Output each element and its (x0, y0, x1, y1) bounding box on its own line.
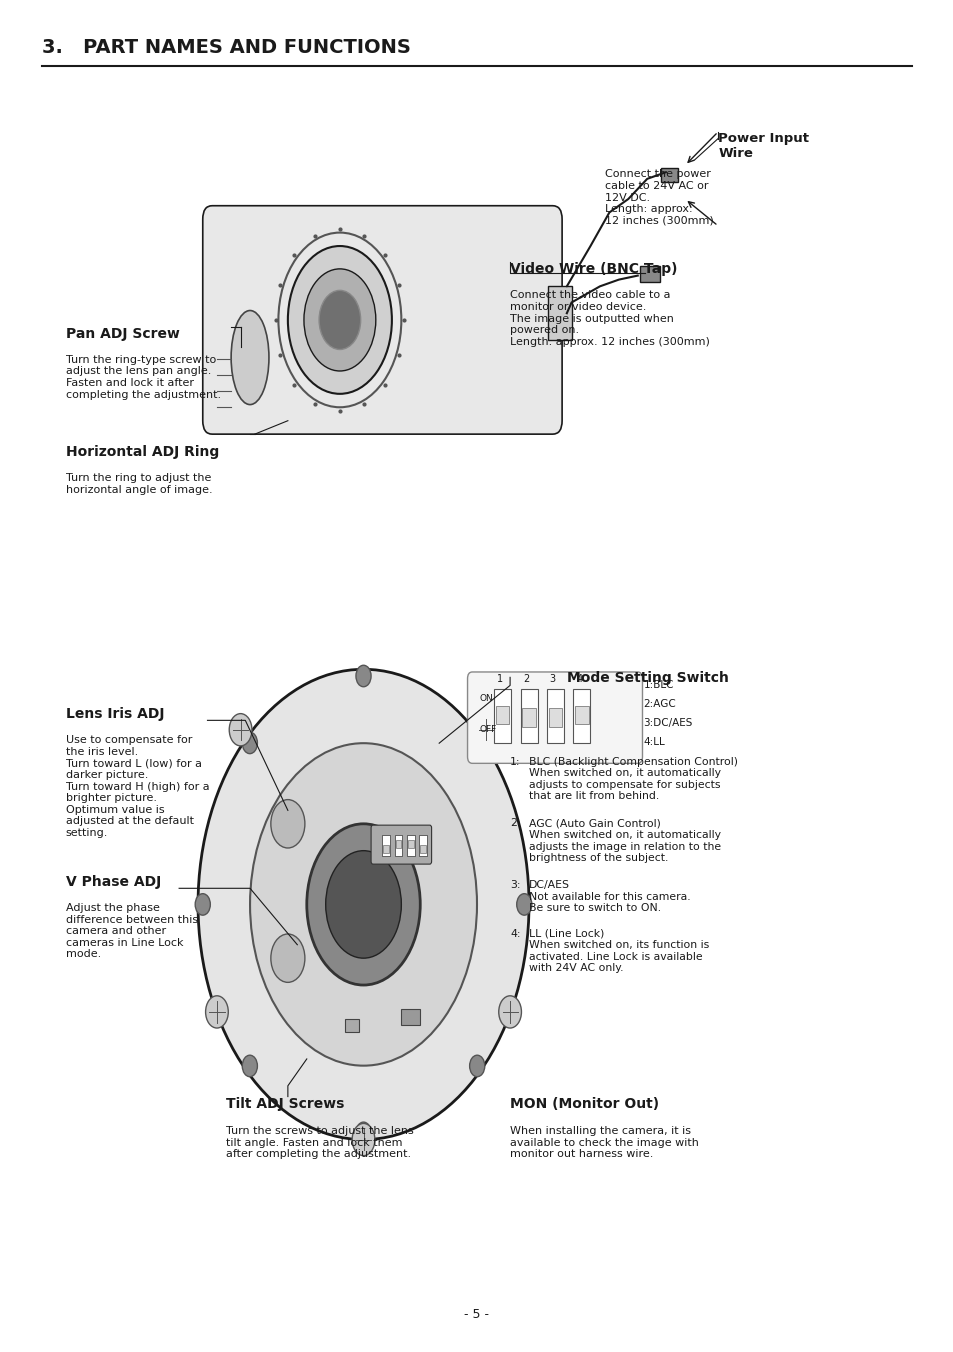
Circle shape (325, 850, 401, 959)
Circle shape (498, 996, 521, 1028)
Bar (575, 706, 588, 725)
Circle shape (318, 291, 360, 349)
Text: 3.   PART NAMES AND FUNCTIONS: 3. PART NAMES AND FUNCTIONS (42, 38, 411, 57)
Text: - 5 -: - 5 - (464, 1307, 489, 1321)
Text: Mode Setting Switch: Mode Setting Switch (566, 671, 728, 684)
Bar (573, 690, 590, 744)
Bar (420, 845, 425, 853)
Circle shape (355, 665, 371, 687)
Bar (419, 834, 426, 856)
Text: Turn the ring to adjust the
horizontal angle of image.: Turn the ring to adjust the horizontal a… (66, 473, 212, 495)
Text: Power Input
Wire: Power Input Wire (718, 131, 808, 160)
Bar (639, 266, 659, 283)
Bar (344, 1018, 358, 1032)
Text: 2:AGC: 2:AGC (642, 699, 676, 710)
Text: 2:: 2: (510, 818, 520, 829)
Circle shape (250, 744, 476, 1065)
Circle shape (198, 669, 529, 1140)
Circle shape (355, 1122, 371, 1144)
Text: 1:: 1: (510, 757, 520, 767)
Text: 4:: 4: (510, 929, 520, 938)
Bar (520, 690, 537, 744)
Circle shape (206, 996, 228, 1028)
Text: 1: 1 (497, 675, 502, 684)
Circle shape (307, 823, 420, 986)
Circle shape (352, 1124, 375, 1156)
Text: MON (Monitor Out): MON (Monitor Out) (510, 1096, 659, 1110)
Text: 3:DC/AES: 3:DC/AES (642, 718, 692, 727)
Bar (395, 834, 402, 856)
Ellipse shape (231, 311, 269, 404)
Bar (395, 840, 401, 848)
Text: 4: 4 (576, 675, 581, 684)
Circle shape (475, 714, 497, 746)
Text: 1:BLC: 1:BLC (642, 680, 673, 691)
Bar (660, 168, 678, 181)
FancyBboxPatch shape (203, 206, 561, 434)
Text: 3:: 3: (510, 880, 520, 890)
Bar (382, 834, 390, 856)
Circle shape (271, 799, 305, 848)
Text: V Phase ADJ: V Phase ADJ (66, 875, 161, 888)
Text: Pan ADJ Screw: Pan ADJ Screw (66, 327, 179, 341)
Circle shape (195, 894, 210, 915)
Circle shape (469, 733, 484, 753)
Circle shape (304, 269, 375, 370)
Text: DC/AES
Not available for this camera.
Be sure to switch to ON.: DC/AES Not available for this camera. Be… (529, 880, 690, 914)
Text: 3: 3 (549, 675, 556, 684)
Text: Adjust the phase
difference between this
camera and other
cameras in Line Lock
m: Adjust the phase difference between this… (66, 903, 197, 960)
Text: LL (Line Lock)
When switched on, its function is
activated. Line Lock is availab: LL (Line Lock) When switched on, its fun… (529, 929, 708, 973)
Text: Connect the power
cable to 24V AC or
12V DC.
Length: approx.
12 inches (300mm): Connect the power cable to 24V AC or 12V… (604, 169, 713, 226)
Circle shape (469, 1055, 484, 1076)
Bar (547, 287, 571, 341)
Text: Turn the screws to adjust the lens
tilt angle. Fasten and lock them
after comple: Turn the screws to adjust the lens tilt … (226, 1126, 414, 1159)
Bar (546, 690, 563, 744)
Text: AGC (Auto Gain Control)
When switched on, it automatically
adjusts the image in : AGC (Auto Gain Control) When switched on… (529, 818, 720, 863)
Text: OFF: OFF (479, 725, 497, 734)
Text: 2: 2 (522, 675, 529, 684)
Circle shape (288, 246, 392, 393)
Text: Tilt ADJ Screws: Tilt ADJ Screws (226, 1096, 344, 1110)
Bar (407, 834, 415, 856)
Circle shape (517, 894, 531, 915)
Circle shape (229, 714, 252, 746)
Bar (494, 690, 511, 744)
Text: Video Wire (BNC Tap): Video Wire (BNC Tap) (510, 262, 677, 276)
FancyBboxPatch shape (467, 672, 641, 764)
FancyBboxPatch shape (371, 825, 431, 864)
Circle shape (242, 1055, 257, 1076)
Circle shape (271, 934, 305, 983)
Bar (496, 706, 509, 725)
Text: When installing the camera, it is
available to check the image with
monitor out : When installing the camera, it is availa… (510, 1126, 699, 1159)
Text: Use to compensate for
the iris level.
Turn toward L (low) for a
darker picture.
: Use to compensate for the iris level. Tu… (66, 735, 209, 838)
Bar (522, 708, 535, 727)
Text: BLC (Backlight Compensation Control)
When switched on, it automatically
adjusts : BLC (Backlight Compensation Control) Whe… (529, 757, 738, 802)
Bar (401, 1009, 420, 1025)
Text: ON: ON (479, 695, 493, 703)
Bar (383, 845, 389, 853)
Text: Connect the video cable to a
monitor or video device.
The image is outputted whe: Connect the video cable to a monitor or … (510, 291, 709, 346)
Text: Horizontal ADJ Ring: Horizontal ADJ Ring (66, 445, 218, 458)
Text: Lens Iris ADJ: Lens Iris ADJ (66, 707, 164, 721)
Text: 4:LL: 4:LL (642, 737, 664, 746)
Text: Turn the ring-type screw to
adjust the lens pan angle.
Fasten and lock it after
: Turn the ring-type screw to adjust the l… (66, 354, 220, 400)
Bar (408, 840, 414, 848)
Bar (548, 708, 561, 727)
Circle shape (242, 733, 257, 753)
